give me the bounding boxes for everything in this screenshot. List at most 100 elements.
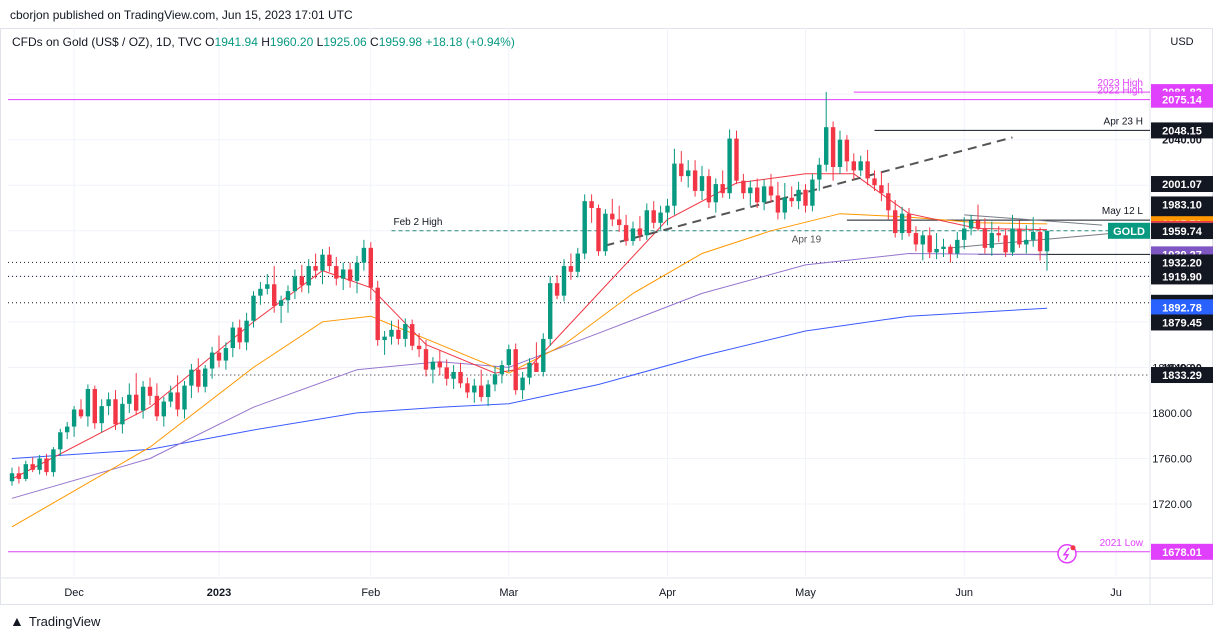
- candle[interactable]: [934, 233, 939, 260]
- candle[interactable]: [893, 200, 898, 238]
- candle[interactable]: [140, 381, 146, 419]
- candle[interactable]: [113, 390, 118, 430]
- candle[interactable]: [51, 447, 56, 477]
- candle[interactable]: [313, 253, 318, 279]
- candle[interactable]: [389, 320, 394, 345]
- candle[interactable]: [320, 248, 325, 285]
- candle[interactable]: [44, 453, 49, 476]
- candle[interactable]: [341, 262, 346, 290]
- candle[interactable]: [410, 319, 415, 351]
- candle[interactable]: [230, 321, 235, 358]
- candle[interactable]: [596, 204, 601, 256]
- candle[interactable]: [575, 247, 580, 278]
- candle[interactable]: [458, 362, 463, 388]
- candle[interactable]: [962, 217, 967, 249]
- candle[interactable]: [589, 194, 594, 223]
- candle[interactable]: [851, 153, 856, 180]
- candle[interactable]: [154, 383, 160, 421]
- candle[interactable]: [1024, 225, 1029, 254]
- candle[interactable]: [92, 385, 97, 429]
- candle[interactable]: [1003, 228, 1008, 257]
- candle[interactable]: [168, 385, 173, 408]
- candle[interactable]: [396, 319, 401, 345]
- candle[interactable]: [430, 357, 436, 384]
- candle[interactable]: [492, 366, 498, 392]
- candle[interactable]: [58, 428, 63, 457]
- candle[interactable]: [292, 269, 298, 300]
- candle[interactable]: [451, 365, 456, 390]
- candle[interactable]: [741, 173, 746, 199]
- candle[interactable]: [658, 205, 663, 230]
- tradingview-logo[interactable]: ▲ TradingView: [10, 613, 100, 629]
- candle[interactable]: [617, 205, 622, 232]
- candle[interactable]: [1044, 230, 1050, 271]
- candle[interactable]: [375, 280, 380, 346]
- candle[interactable]: [1031, 217, 1036, 247]
- candle[interactable]: [203, 365, 208, 393]
- candle[interactable]: [768, 173, 774, 203]
- candle[interactable]: [858, 155, 863, 177]
- candle[interactable]: [85, 384, 91, 427]
- candle[interactable]: [134, 373, 139, 416]
- candle[interactable]: [554, 275, 560, 300]
- candle[interactable]: [479, 369, 484, 402]
- candle[interactable]: [996, 226, 1001, 243]
- candle[interactable]: [541, 333, 546, 377]
- candle[interactable]: [899, 206, 905, 240]
- candle[interactable]: [251, 291, 256, 328]
- candle[interactable]: [755, 178, 760, 208]
- candle[interactable]: [803, 184, 808, 213]
- candle[interactable]: [506, 344, 511, 372]
- candle[interactable]: [347, 262, 353, 288]
- candle[interactable]: [106, 392, 111, 416]
- candle[interactable]: [120, 396, 125, 434]
- candle[interactable]: [216, 335, 222, 368]
- candle[interactable]: [630, 221, 636, 246]
- candle[interactable]: [16, 466, 22, 484]
- candle[interactable]: [913, 226, 919, 252]
- candle[interactable]: [237, 319, 242, 350]
- candle[interactable]: [437, 350, 442, 376]
- candle[interactable]: [734, 130, 739, 185]
- candle[interactable]: [1010, 214, 1015, 256]
- candle[interactable]: [1017, 220, 1022, 248]
- candle[interactable]: [727, 129, 732, 199]
- candle[interactable]: [782, 182, 787, 220]
- candle[interactable]: [485, 379, 491, 407]
- candle[interactable]: [748, 180, 753, 206]
- candle[interactable]: [610, 198, 615, 227]
- candle[interactable]: [968, 214, 974, 236]
- candle[interactable]: [982, 218, 988, 254]
- candle[interactable]: [665, 198, 670, 226]
- candle[interactable]: [65, 422, 70, 440]
- candle[interactable]: [465, 377, 470, 399]
- candle[interactable]: [334, 256, 339, 286]
- candle[interactable]: [872, 170, 877, 191]
- candle[interactable]: [906, 208, 912, 237]
- candle[interactable]: [147, 377, 153, 405]
- candle[interactable]: [196, 358, 201, 393]
- candle[interactable]: [272, 266, 277, 313]
- candle[interactable]: [354, 255, 360, 294]
- candle[interactable]: [265, 274, 270, 295]
- candle[interactable]: [182, 381, 187, 419]
- candle[interactable]: [713, 178, 718, 213]
- candle[interactable]: [368, 242, 373, 301]
- candle[interactable]: [989, 221, 994, 256]
- candle[interactable]: [9, 467, 15, 486]
- candle[interactable]: [78, 399, 84, 419]
- candle[interactable]: [761, 179, 767, 211]
- candle[interactable]: [23, 460, 28, 482]
- candle[interactable]: [865, 149, 870, 186]
- candle[interactable]: [817, 157, 822, 191]
- candle[interactable]: [534, 342, 539, 372]
- candle[interactable]: [161, 396, 166, 427]
- candle[interactable]: [699, 165, 705, 201]
- candle[interactable]: [361, 239, 367, 271]
- candle[interactable]: [644, 203, 649, 240]
- candle[interactable]: [189, 363, 194, 399]
- candle[interactable]: [796, 181, 801, 210]
- candle[interactable]: [603, 209, 608, 256]
- candle[interactable]: [99, 399, 104, 433]
- candle[interactable]: [623, 214, 629, 246]
